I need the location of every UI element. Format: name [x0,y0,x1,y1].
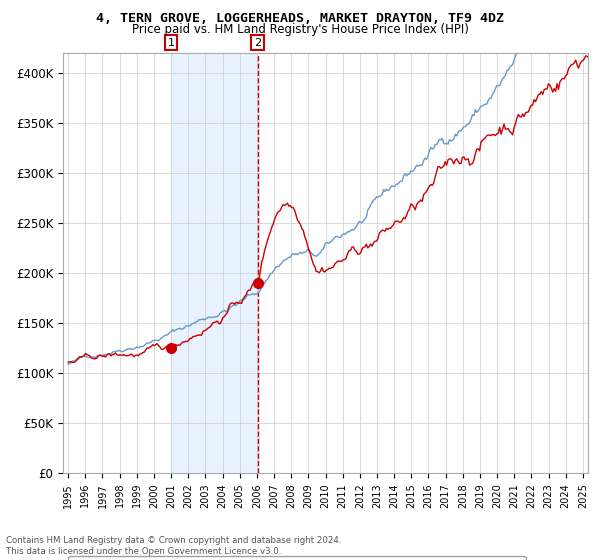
Text: 2: 2 [254,38,261,48]
Legend: 4, TERN GROVE, LOGGERHEADS, MARKET DRAYTON, TF9 4DZ (detached house), HPI: Avera: 4, TERN GROVE, LOGGERHEADS, MARKET DRAYT… [68,556,526,560]
Text: Price paid vs. HM Land Registry's House Price Index (HPI): Price paid vs. HM Land Registry's House … [131,23,469,36]
Text: 4, TERN GROVE, LOGGERHEADS, MARKET DRAYTON, TF9 4DZ: 4, TERN GROVE, LOGGERHEADS, MARKET DRAYT… [96,12,504,25]
Bar [171,53,258,473]
Text: 1: 1 [167,38,175,48]
Text: Contains HM Land Registry data © Crown copyright and database right 2024.
This d: Contains HM Land Registry data © Crown c… [6,536,341,556]
